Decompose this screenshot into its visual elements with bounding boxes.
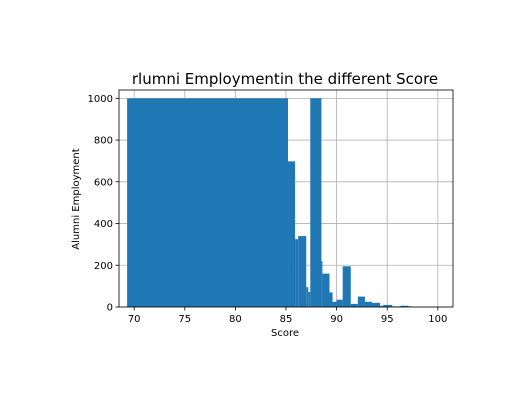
histogram-bar <box>383 304 393 307</box>
histogram-bar <box>364 301 373 307</box>
y-tick-label: 0 <box>107 303 113 314</box>
histogram-bar <box>380 305 384 307</box>
histogram-bar <box>400 305 409 307</box>
y-tick-label: 800 <box>94 136 113 147</box>
histogram-bar <box>332 301 337 307</box>
y-tick-label: 1000 <box>88 94 113 105</box>
bars-layer <box>127 98 412 307</box>
histogram-bar <box>310 98 322 307</box>
histogram-bar <box>306 287 309 307</box>
y-axis-label: Alumni Employment <box>71 148 82 249</box>
x-tick-label: 90 <box>330 314 343 325</box>
y-tick-label: 600 <box>94 177 113 188</box>
x-tick-label: 70 <box>128 314 141 325</box>
x-tick-label: 85 <box>280 314 293 325</box>
histogram-bar <box>288 161 296 307</box>
chart-title: rlumni Employmentin the different Score <box>132 70 438 88</box>
y-tick-label: 400 <box>94 219 113 230</box>
histogram-bar <box>372 302 381 307</box>
histogram-bar <box>298 236 307 307</box>
x-tick-label: 75 <box>178 314 191 325</box>
histogram-bar <box>308 291 311 307</box>
histogram-bar <box>336 299 343 307</box>
y-tick-label: 200 <box>94 261 113 272</box>
histogram-bar <box>321 261 323 307</box>
histogram-bar <box>342 266 351 307</box>
x-tick-label: 100 <box>428 314 447 325</box>
histogram-bar <box>357 296 365 307</box>
x-tick-label: 95 <box>381 314 394 325</box>
histogram-bar <box>295 239 299 307</box>
histogram-bar <box>127 98 289 307</box>
histogram-bar <box>350 303 358 307</box>
histogram-bar <box>329 292 333 307</box>
histogram-bar <box>322 273 330 307</box>
x-axis-label: Score <box>271 328 299 339</box>
x-tick-label: 80 <box>229 314 242 325</box>
